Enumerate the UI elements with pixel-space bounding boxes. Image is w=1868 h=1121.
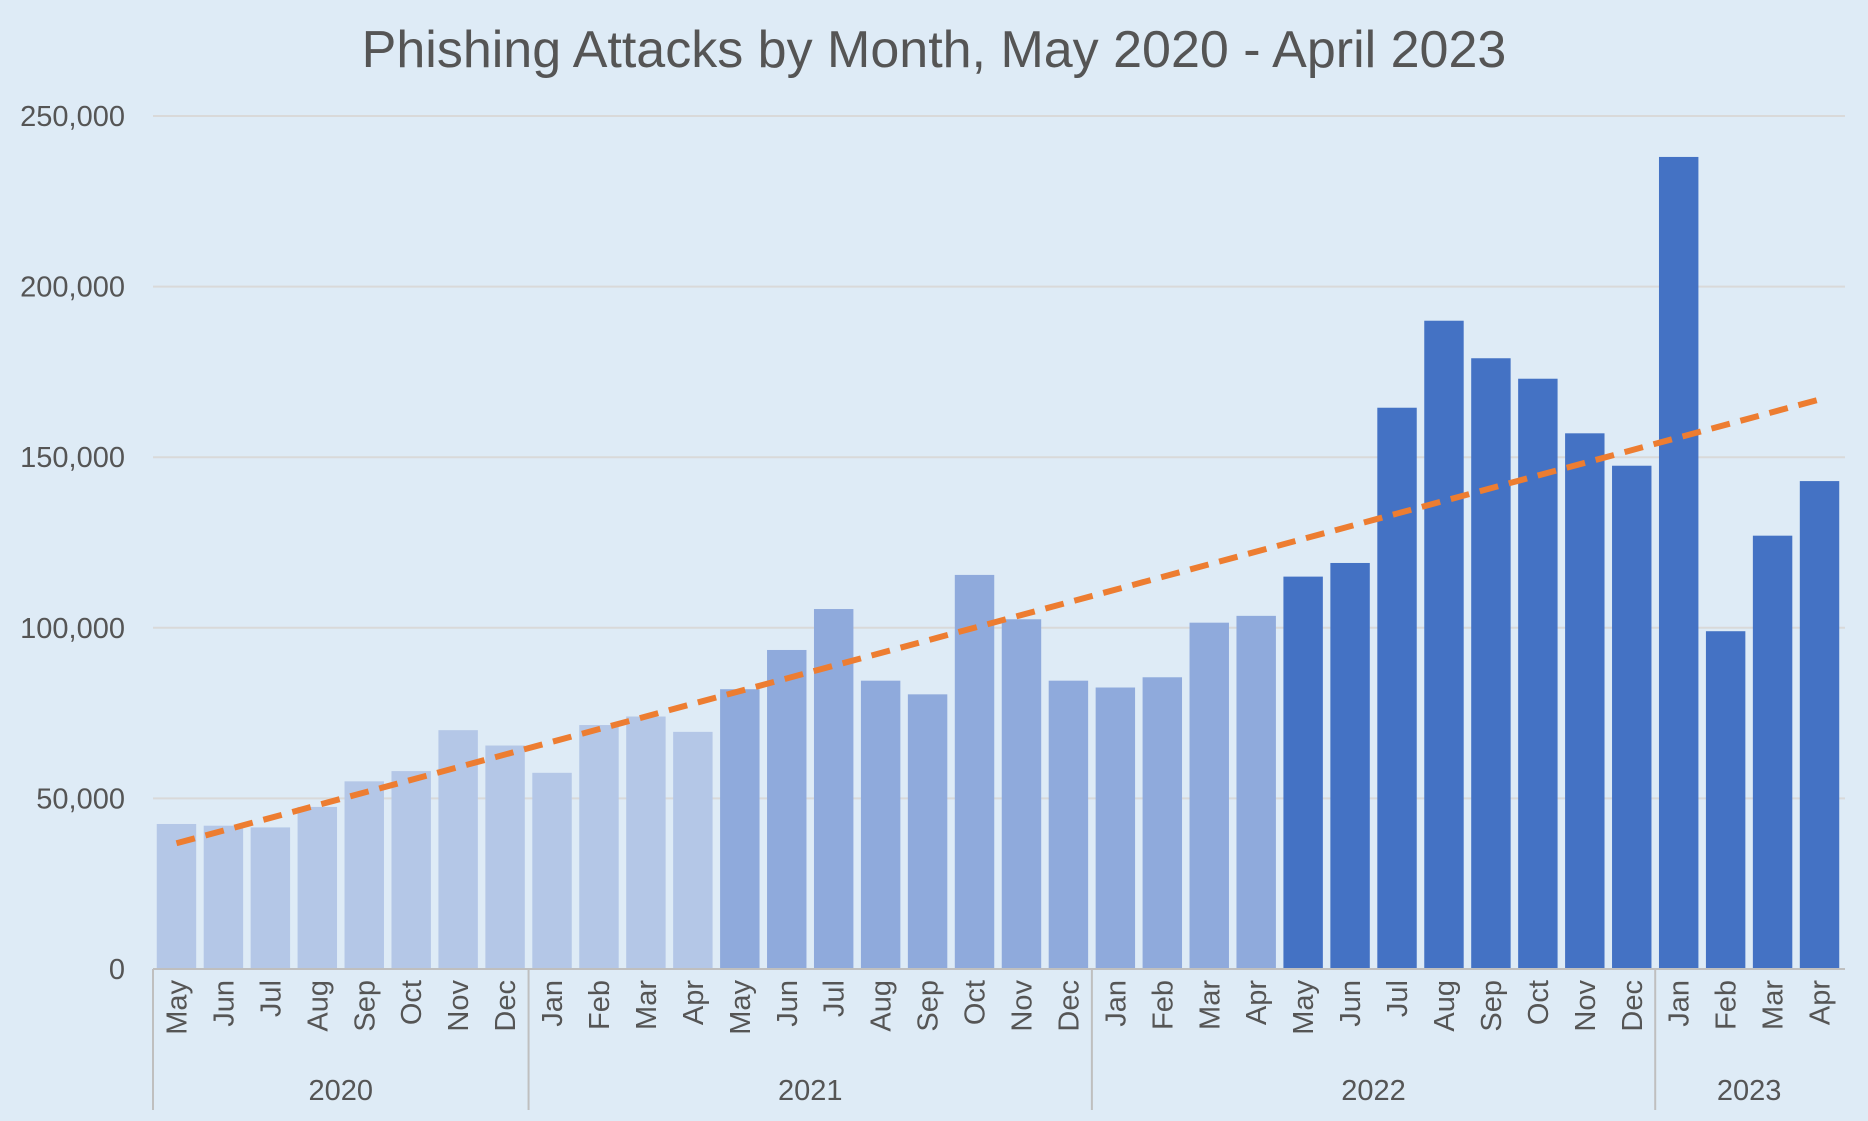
x-tick-label: Nov bbox=[443, 980, 475, 1032]
x-tick-label: May bbox=[725, 980, 757, 1035]
bar bbox=[860, 680, 901, 969]
bar bbox=[767, 649, 807, 969]
x-tick-label: Jul bbox=[255, 980, 287, 1017]
gridlines bbox=[153, 115, 1845, 800]
y-tick-label: 200,000 bbox=[20, 272, 125, 304]
bar bbox=[1189, 622, 1229, 969]
bar bbox=[1471, 358, 1511, 969]
bar bbox=[579, 725, 619, 969]
x-tick-label: Nov bbox=[1006, 980, 1038, 1032]
x-axis-ticks: May Jun Jul Aug Sep Oct Nov Dec Jan Feb Mar Apr May J… bbox=[161, 980, 1836, 1035]
trendline-layer bbox=[175, 396, 1821, 847]
x-tick-label: Oct bbox=[396, 980, 428, 1025]
x-tick-label: Nov bbox=[1570, 980, 1602, 1032]
x-tick-label: Feb bbox=[1711, 980, 1743, 1030]
x-tick-label: Jun bbox=[1335, 980, 1367, 1027]
bar bbox=[1048, 680, 1089, 969]
bar bbox=[1001, 619, 1042, 969]
x-tick-label: May bbox=[1288, 980, 1320, 1035]
bar bbox=[532, 772, 572, 969]
bar bbox=[203, 825, 244, 969]
y-tick-label: 100,000 bbox=[20, 613, 125, 645]
x-tick-label: Sep bbox=[1476, 980, 1508, 1032]
x-tick-label: May bbox=[161, 980, 193, 1035]
x-tick-label: Feb bbox=[1147, 980, 1179, 1030]
x-tick-label: Dec bbox=[490, 980, 522, 1032]
y-axis-ticks: 0 50,000 100,000 150,000 200,000 250,000 bbox=[20, 101, 125, 986]
x-tick-label: Jan bbox=[1100, 980, 1132, 1027]
bar bbox=[1658, 156, 1699, 970]
bar bbox=[391, 771, 431, 969]
bar bbox=[673, 731, 713, 969]
x-tick-label: Oct bbox=[960, 980, 992, 1025]
year-group-label: 2023 bbox=[1717, 1075, 1782, 1107]
x-tick-label: Jul bbox=[819, 980, 851, 1017]
y-tick-label: 50,000 bbox=[36, 783, 125, 815]
bar bbox=[297, 806, 338, 969]
chart-title: Phishing Attacks by Month, May 2020 - Ap… bbox=[362, 21, 1507, 79]
bar bbox=[344, 781, 384, 969]
x-tick-label: Mar bbox=[1194, 980, 1226, 1030]
x-tick-label: Jan bbox=[1664, 980, 1696, 1027]
bar bbox=[1142, 677, 1183, 969]
bar bbox=[1799, 481, 1840, 969]
x-tick-label: Mar bbox=[631, 980, 663, 1030]
year-group-label: 2022 bbox=[1341, 1075, 1406, 1107]
bar bbox=[1095, 687, 1136, 969]
bar bbox=[907, 694, 948, 969]
bar bbox=[485, 745, 525, 969]
trendline bbox=[175, 396, 1821, 847]
bar bbox=[1236, 615, 1276, 969]
bar bbox=[1705, 631, 1746, 969]
year-group-label: 2021 bbox=[778, 1075, 843, 1107]
x-tick-label: Sep bbox=[349, 980, 381, 1032]
year-groups: 2020 2021 2022 2023 bbox=[152, 969, 1782, 1110]
year-group-label: 2020 bbox=[309, 1075, 374, 1107]
x-tick-label: Aug bbox=[1429, 980, 1461, 1032]
x-tick-label: Jan bbox=[537, 980, 569, 1027]
bar bbox=[250, 827, 291, 969]
x-tick-label: Jun bbox=[208, 980, 240, 1027]
bar bbox=[1565, 433, 1605, 969]
x-tick-label: Aug bbox=[866, 980, 898, 1032]
x-tick-label: Apr bbox=[1805, 980, 1837, 1025]
bar bbox=[1752, 535, 1793, 969]
y-tick-label: 0 bbox=[109, 954, 125, 986]
x-tick-label: Aug bbox=[302, 980, 334, 1032]
bars bbox=[156, 156, 1840, 970]
y-tick-label: 250,000 bbox=[20, 101, 125, 133]
bar bbox=[1424, 320, 1464, 970]
x-tick-label: Apr bbox=[678, 980, 710, 1025]
x-tick-label: Feb bbox=[584, 980, 616, 1030]
x-tick-label: Jun bbox=[772, 980, 804, 1027]
bar bbox=[954, 574, 995, 969]
bar bbox=[1283, 576, 1323, 969]
bar bbox=[1377, 407, 1417, 969]
bar bbox=[1612, 465, 1652, 969]
bar bbox=[626, 716, 666, 969]
bar bbox=[1518, 378, 1558, 969]
x-tick-label: Jul bbox=[1382, 980, 1414, 1017]
x-tick-label: Dec bbox=[1053, 980, 1085, 1032]
x-tick-label: Apr bbox=[1241, 980, 1273, 1025]
x-tick-label: Sep bbox=[913, 980, 945, 1032]
bar bbox=[720, 689, 760, 969]
x-tick-label: Oct bbox=[1523, 980, 1555, 1025]
x-tick-label: Mar bbox=[1758, 980, 1790, 1030]
bar bbox=[1330, 562, 1370, 969]
bar bbox=[156, 823, 197, 969]
y-tick-label: 150,000 bbox=[20, 442, 125, 474]
x-tick-label: Dec bbox=[1617, 980, 1649, 1032]
